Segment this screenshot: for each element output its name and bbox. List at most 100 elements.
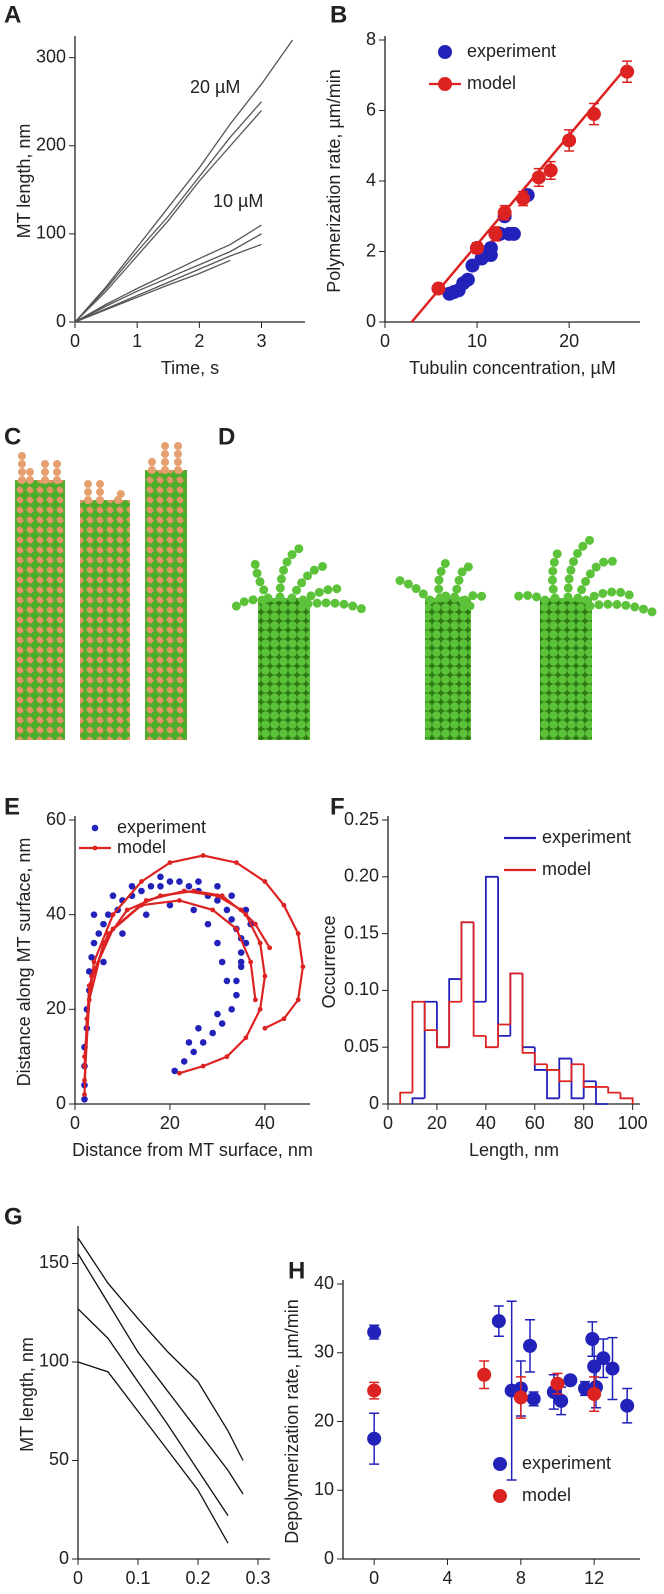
x-tick-label: 20	[160, 1113, 180, 1133]
data-point	[262, 1025, 268, 1031]
x-tick-label: 20	[427, 1113, 447, 1133]
legend-label: experiment	[117, 817, 206, 837]
data-point	[513, 1390, 528, 1405]
data-point	[85, 968, 93, 975]
x-tick-label: 0	[369, 1568, 379, 1588]
data-point	[139, 879, 144, 884]
data-point	[181, 888, 187, 894]
legend-marker	[438, 77, 452, 91]
data-point	[224, 1054, 230, 1060]
histogram-bin	[423, 1001, 437, 1032]
y-axis-label: MT length, nm	[17, 1337, 37, 1452]
x-axis-label: Distance from MT surface, nm	[72, 1140, 313, 1160]
x-tick-label: 0.3	[245, 1568, 270, 1588]
data-point	[110, 926, 116, 932]
histogram-bin	[460, 921, 474, 980]
legend-label: model	[467, 73, 516, 93]
data-point	[110, 912, 116, 918]
histogram-bin	[411, 1097, 425, 1104]
legend-label: experiment	[522, 1453, 611, 1473]
legend-label: model	[117, 837, 166, 857]
data-line	[83, 899, 257, 1067]
data-point	[367, 1431, 382, 1446]
data-point	[470, 240, 485, 255]
y-tick-label: 20	[314, 1410, 334, 1430]
data-point	[104, 911, 112, 918]
histogram-bin	[436, 1001, 450, 1049]
data-point	[281, 902, 287, 908]
data-point	[89, 973, 95, 979]
data-point	[157, 873, 164, 881]
data-point	[228, 916, 235, 923]
data-point	[204, 920, 212, 928]
histogram-bin	[423, 1000, 437, 1099]
y-tick-label: 8	[366, 29, 376, 49]
y-tick-label: 0.25	[344, 809, 379, 829]
x-axis-label: Length, nm	[469, 1140, 559, 1160]
panel-label: C	[4, 423, 21, 450]
data-point	[100, 920, 107, 928]
data-point	[563, 1373, 578, 1388]
annotation: 20 µM	[190, 77, 240, 97]
x-tick-label: 40	[255, 1113, 275, 1133]
y-tick-label: 0.05	[344, 1036, 379, 1056]
y-tick-label: 40	[46, 903, 66, 923]
legend-label: model	[522, 1485, 571, 1505]
panel-c-render	[15, 436, 187, 740]
data-point	[460, 272, 475, 287]
data-point	[147, 882, 155, 890]
legend-marker	[493, 1457, 507, 1471]
data-point	[367, 1325, 382, 1340]
data-point	[223, 977, 231, 985]
panel-label: D	[218, 423, 235, 450]
data-line	[77, 1253, 244, 1495]
legend-label: model	[542, 859, 591, 879]
histogram-bin	[472, 922, 486, 1037]
data-line	[74, 233, 262, 323]
x-tick-label: 0	[383, 1113, 393, 1133]
histogram-bin	[546, 1069, 560, 1100]
data-point	[157, 882, 164, 890]
histogram-bin	[411, 1000, 425, 1093]
data-point	[550, 1376, 565, 1391]
data-point	[199, 1039, 207, 1046]
histogram-bin	[619, 1092, 634, 1104]
data-point	[281, 1016, 287, 1022]
data-point	[295, 997, 301, 1003]
histogram-bin	[460, 921, 474, 1002]
y-tick-label: 20	[46, 998, 66, 1018]
y-axis-label: Depolymerization rate, µm/min	[282, 1299, 302, 1543]
histogram-bin	[558, 1069, 572, 1083]
data-line	[77, 1308, 229, 1517]
data-point	[195, 878, 202, 885]
data-point	[238, 907, 244, 913]
data-point	[257, 940, 263, 946]
x-tick-label: 60	[525, 1113, 545, 1133]
data-point	[171, 1067, 178, 1075]
data-point	[166, 878, 174, 885]
panel-label: H	[288, 1257, 305, 1284]
data-point	[91, 959, 97, 965]
data-point	[167, 860, 173, 865]
data-point	[257, 1006, 263, 1012]
y-axis-label: Occurrence	[319, 915, 339, 1008]
data-point	[233, 991, 240, 999]
data-line	[74, 39, 294, 323]
x-tick-label: 4	[442, 1568, 452, 1588]
x-tick-label: 1	[132, 331, 142, 351]
data-point	[109, 892, 117, 900]
data-point	[586, 107, 601, 122]
histogram-bin	[607, 1086, 621, 1094]
x-tick-label: 12	[584, 1568, 604, 1588]
data-line	[410, 65, 629, 323]
data-point	[488, 226, 503, 241]
x-tick-label: 100	[618, 1113, 648, 1133]
data-point	[554, 1393, 569, 1408]
data-point	[119, 930, 126, 937]
histogram-bin	[509, 972, 523, 1025]
data-point	[237, 958, 245, 966]
histogram-bin	[448, 978, 462, 1048]
legend-marker	[493, 1489, 507, 1503]
data-point	[248, 959, 254, 965]
data-point	[562, 133, 577, 148]
